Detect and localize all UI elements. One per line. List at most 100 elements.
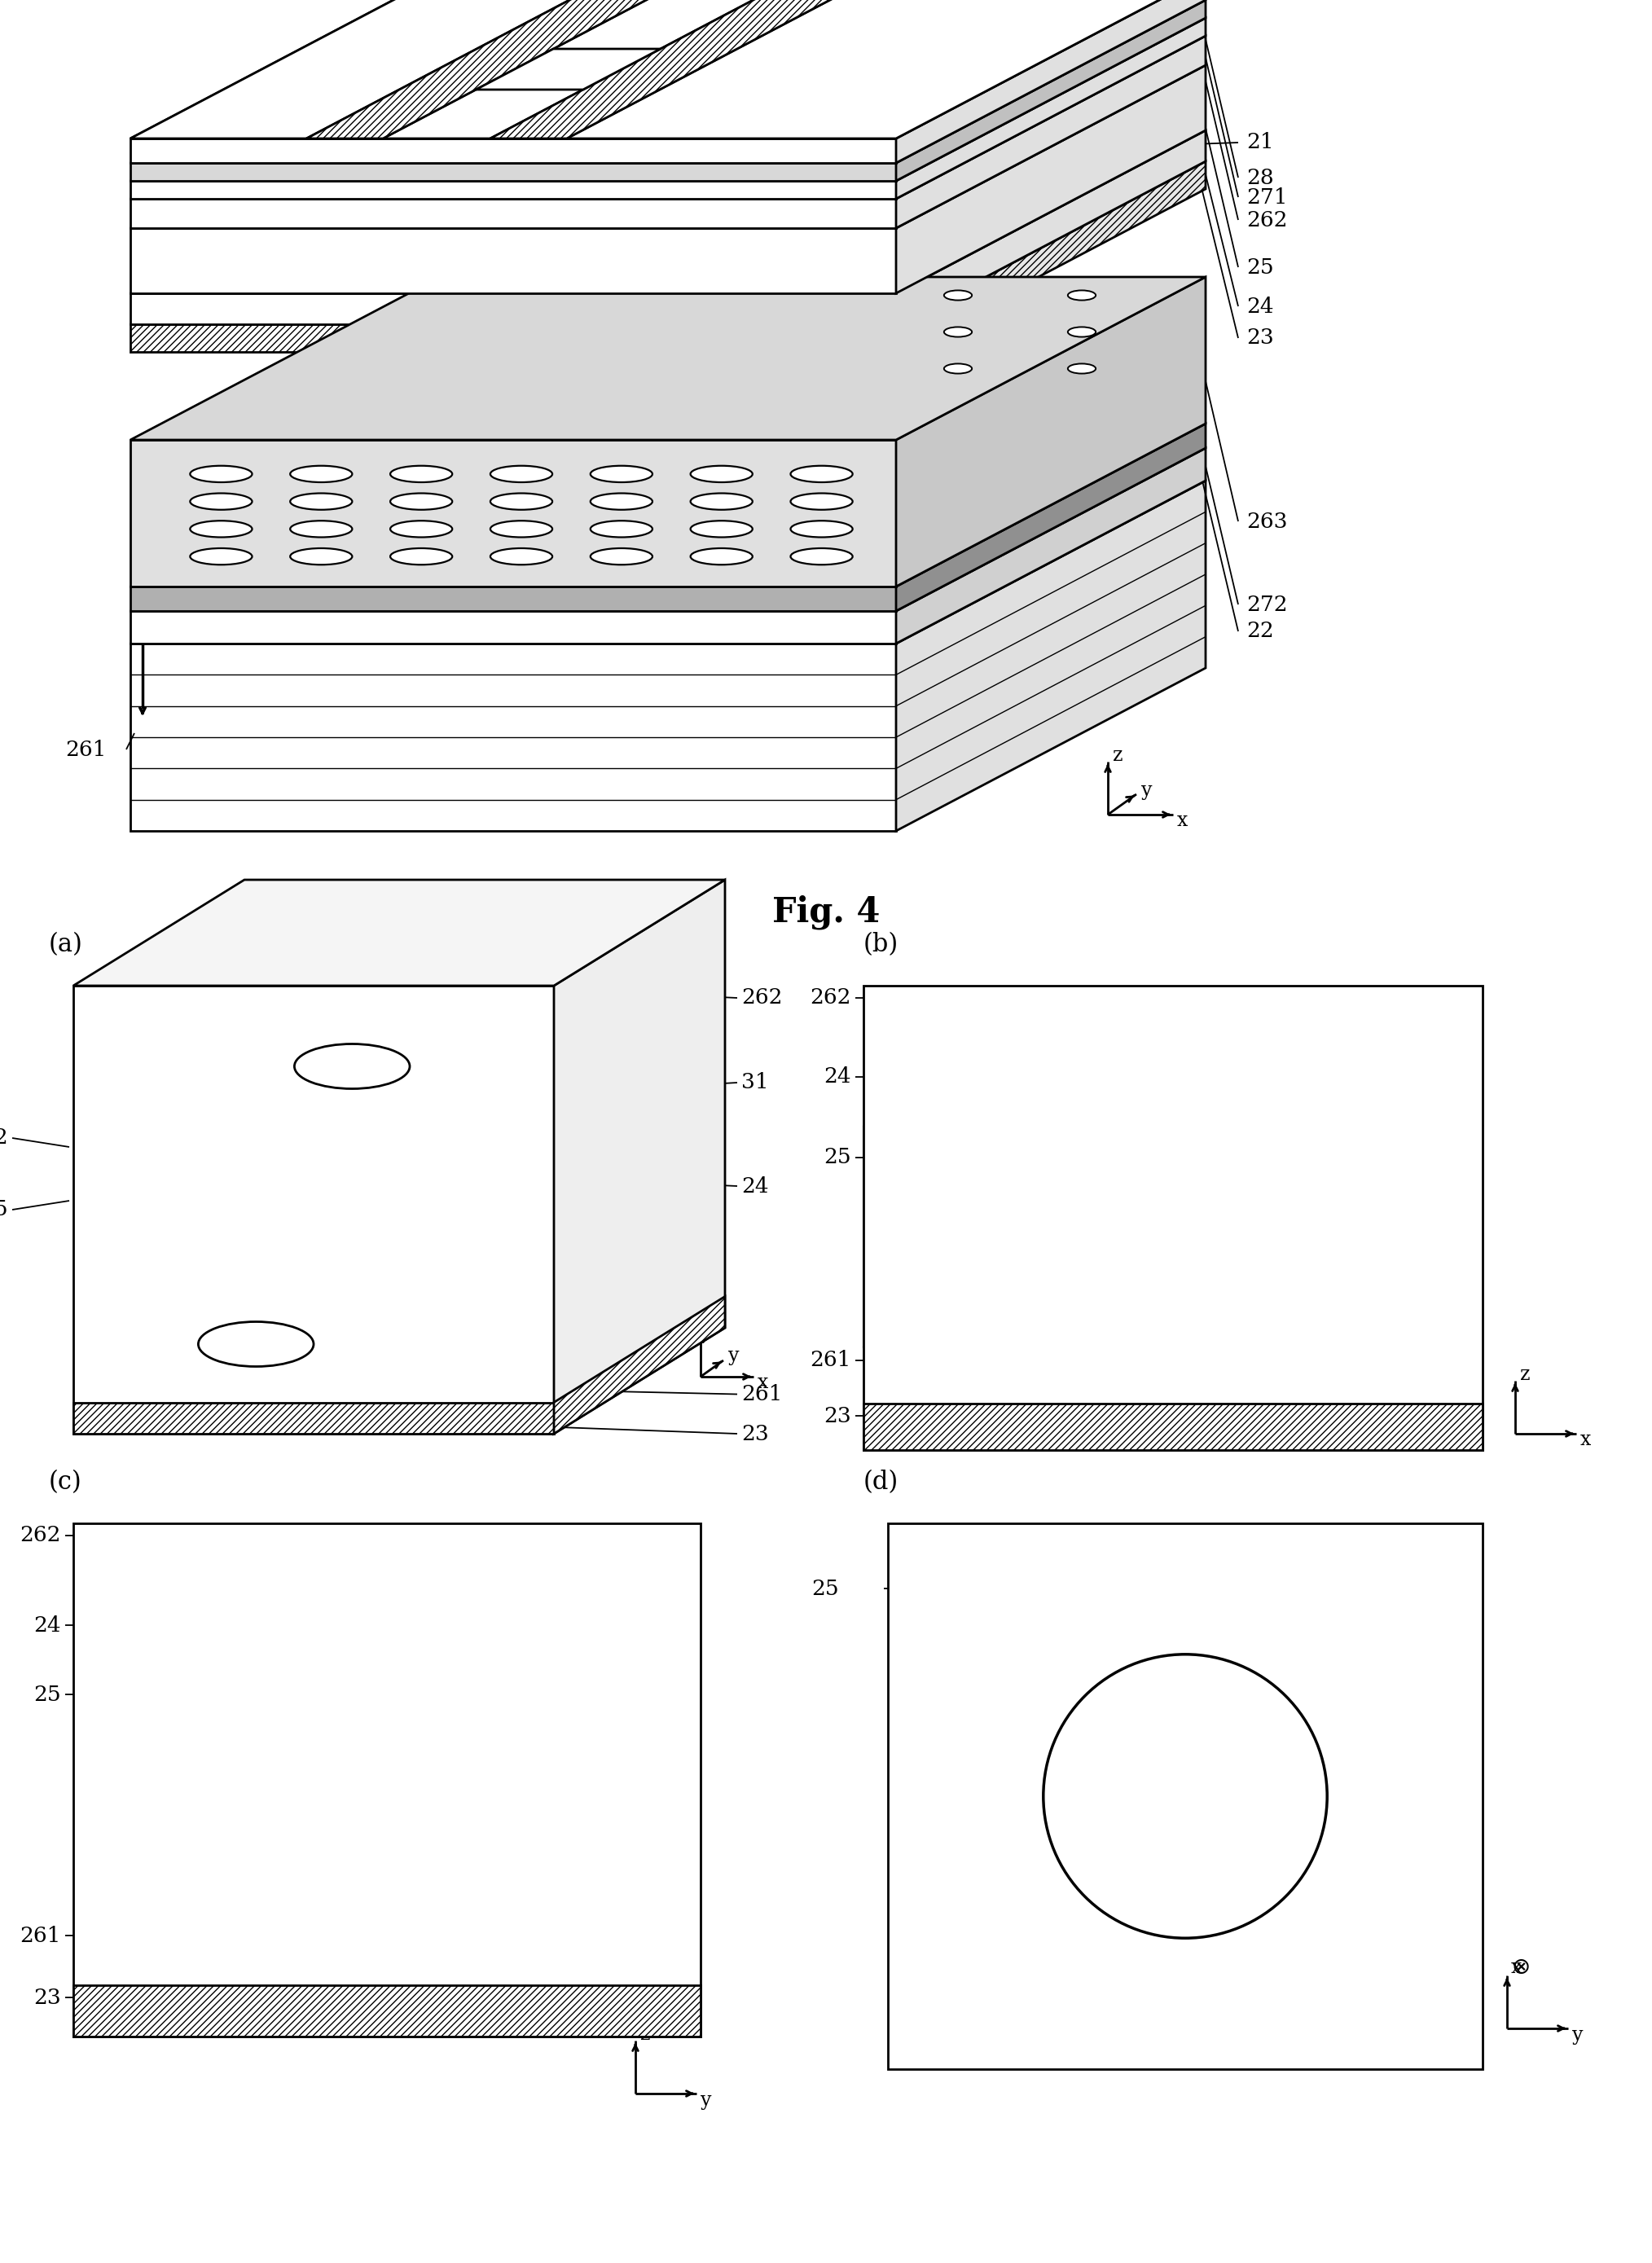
- Polygon shape: [307, 0, 661, 138]
- Ellipse shape: [291, 493, 352, 509]
- Text: 24: 24: [1246, 296, 1274, 317]
- Polygon shape: [895, 131, 1206, 324]
- Ellipse shape: [390, 493, 453, 509]
- Text: 28: 28: [1246, 167, 1274, 188]
- Polygon shape: [131, 294, 895, 324]
- Text: 271: 271: [1246, 188, 1287, 208]
- Text: 22: 22: [1246, 620, 1274, 640]
- Text: z: z: [705, 1317, 715, 1335]
- Text: 23: 23: [742, 1423, 768, 1444]
- Polygon shape: [476, 50, 661, 91]
- Polygon shape: [131, 0, 1206, 163]
- Ellipse shape: [491, 520, 552, 536]
- Polygon shape: [131, 18, 1206, 181]
- Text: x: x: [1512, 1957, 1521, 1976]
- Text: y: y: [700, 2091, 712, 2109]
- Polygon shape: [131, 138, 895, 163]
- Text: 23: 23: [1246, 328, 1274, 349]
- Text: Fig. 4: Fig. 4: [771, 896, 881, 930]
- Ellipse shape: [390, 466, 453, 482]
- Ellipse shape: [1067, 328, 1095, 337]
- Ellipse shape: [590, 493, 653, 509]
- Polygon shape: [131, 480, 1206, 643]
- Text: 32: 32: [0, 1127, 8, 1147]
- Ellipse shape: [491, 493, 552, 509]
- Polygon shape: [131, 131, 1206, 294]
- Polygon shape: [864, 987, 1482, 1451]
- Ellipse shape: [590, 548, 653, 566]
- Ellipse shape: [491, 548, 552, 566]
- Text: 261: 261: [64, 740, 106, 760]
- Text: 24: 24: [824, 1066, 851, 1086]
- Text: (d): (d): [864, 1471, 899, 1496]
- Text: 262: 262: [1246, 210, 1287, 231]
- Polygon shape: [895, 18, 1206, 199]
- Text: x: x: [758, 1374, 768, 1392]
- Polygon shape: [73, 987, 553, 1435]
- Text: z: z: [1520, 1365, 1530, 1383]
- Polygon shape: [131, 199, 895, 229]
- Ellipse shape: [691, 493, 753, 509]
- Ellipse shape: [190, 466, 253, 482]
- Polygon shape: [553, 880, 725, 1435]
- Text: 21: 21: [1246, 131, 1274, 152]
- Polygon shape: [131, 439, 895, 586]
- Ellipse shape: [791, 466, 852, 482]
- Text: $\bar{x}$: $\bar{x}$: [1510, 1962, 1520, 1978]
- Polygon shape: [864, 1403, 1482, 1451]
- Text: 261: 261: [20, 1926, 61, 1946]
- Text: 23: 23: [33, 1987, 61, 2007]
- Text: 25: 25: [1246, 258, 1274, 278]
- Polygon shape: [895, 480, 1206, 831]
- Circle shape: [1044, 1654, 1327, 1937]
- Text: $\times$: $\times$: [1512, 1960, 1526, 1980]
- Ellipse shape: [691, 520, 753, 536]
- Ellipse shape: [198, 1322, 314, 1367]
- Polygon shape: [131, 161, 1206, 324]
- Ellipse shape: [691, 466, 753, 482]
- Text: 24: 24: [33, 1616, 61, 1636]
- Text: 31: 31: [742, 1073, 768, 1093]
- Polygon shape: [131, 181, 895, 199]
- Polygon shape: [553, 1297, 725, 1435]
- Ellipse shape: [294, 1043, 410, 1089]
- Polygon shape: [895, 448, 1206, 643]
- Text: Fig. 3: Fig. 3: [771, 63, 881, 100]
- Text: y: y: [1142, 781, 1151, 799]
- Ellipse shape: [390, 548, 453, 566]
- Polygon shape: [131, 448, 1206, 611]
- Polygon shape: [73, 1985, 700, 2037]
- Polygon shape: [131, 276, 1206, 439]
- Text: $\theta$: $\theta$: [236, 1279, 253, 1303]
- Ellipse shape: [190, 493, 253, 509]
- Ellipse shape: [791, 548, 852, 566]
- Polygon shape: [895, 0, 1206, 181]
- Polygon shape: [895, 66, 1206, 294]
- Text: 25: 25: [33, 1684, 61, 1704]
- Ellipse shape: [190, 520, 253, 536]
- Ellipse shape: [590, 466, 653, 482]
- Polygon shape: [895, 276, 1206, 586]
- Ellipse shape: [1067, 290, 1095, 301]
- Ellipse shape: [291, 520, 352, 536]
- Polygon shape: [887, 1523, 1482, 2068]
- Text: 262: 262: [742, 987, 783, 1007]
- Polygon shape: [131, 66, 1206, 229]
- Text: z: z: [641, 2025, 651, 2043]
- Text: 261: 261: [809, 1351, 851, 1371]
- Ellipse shape: [390, 520, 453, 536]
- Text: 261: 261: [742, 1385, 783, 1405]
- Text: (c): (c): [50, 1471, 83, 1496]
- Polygon shape: [73, 1523, 700, 2037]
- Ellipse shape: [791, 520, 852, 536]
- Ellipse shape: [943, 364, 971, 373]
- Ellipse shape: [943, 328, 971, 337]
- Polygon shape: [131, 229, 895, 294]
- Text: 23: 23: [824, 1405, 851, 1426]
- Polygon shape: [131, 611, 895, 643]
- Text: $\otimes$: $\otimes$: [1512, 1955, 1530, 1978]
- Ellipse shape: [1067, 364, 1095, 373]
- Polygon shape: [895, 161, 1206, 353]
- Text: 25: 25: [0, 1199, 8, 1220]
- Polygon shape: [131, 423, 1206, 586]
